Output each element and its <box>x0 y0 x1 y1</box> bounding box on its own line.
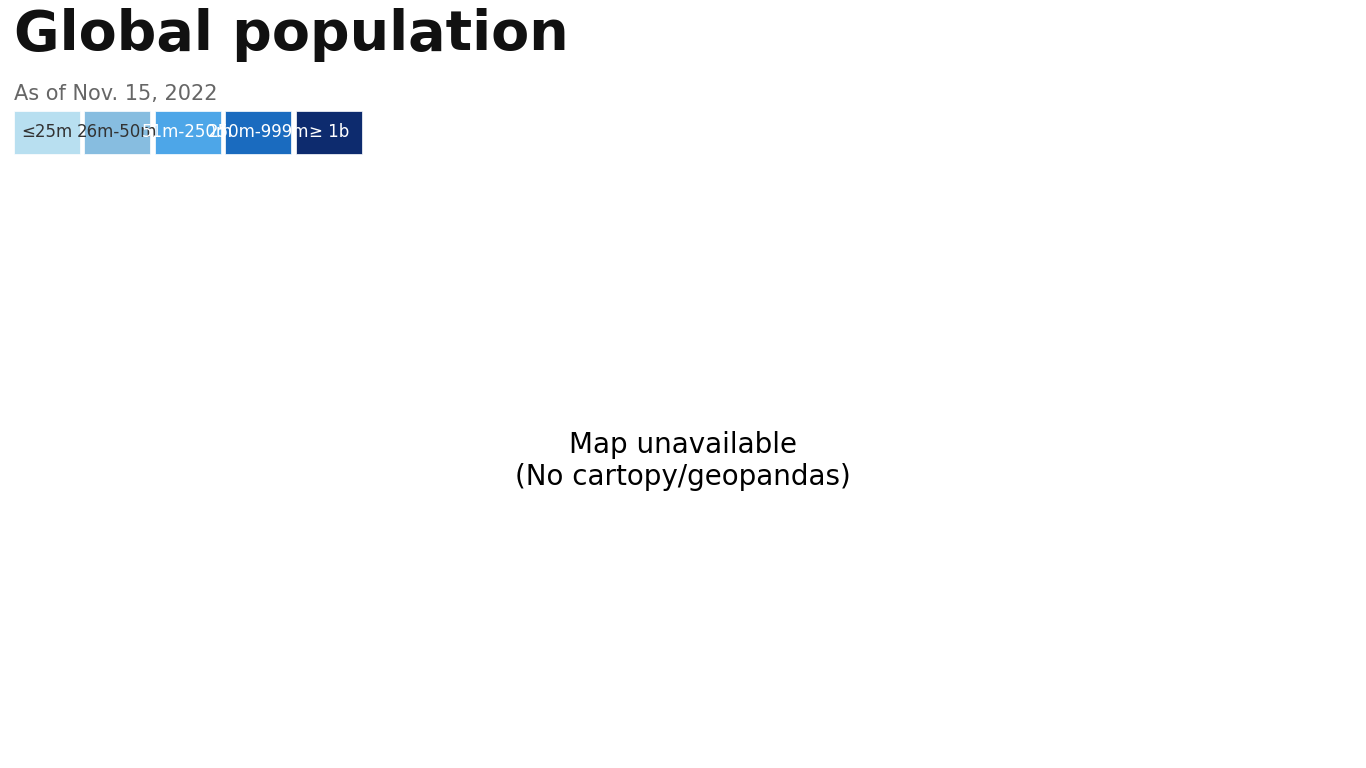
Text: As of Nov. 15, 2022: As of Nov. 15, 2022 <box>14 84 217 104</box>
Text: 51m-250m: 51m-250m <box>142 124 234 141</box>
FancyBboxPatch shape <box>225 111 291 154</box>
Text: ≥ 1b: ≥ 1b <box>309 124 350 141</box>
Text: ≤25m: ≤25m <box>20 124 72 141</box>
Text: Map unavailable
(No cartopy/geopandas): Map unavailable (No cartopy/geopandas) <box>515 431 851 491</box>
Text: 250m-999m: 250m-999m <box>208 124 309 141</box>
FancyBboxPatch shape <box>296 111 362 154</box>
FancyBboxPatch shape <box>14 111 79 154</box>
FancyBboxPatch shape <box>85 111 150 154</box>
Text: Global population: Global population <box>14 8 568 61</box>
FancyBboxPatch shape <box>154 111 221 154</box>
Text: 26m-50m: 26m-50m <box>76 124 157 141</box>
